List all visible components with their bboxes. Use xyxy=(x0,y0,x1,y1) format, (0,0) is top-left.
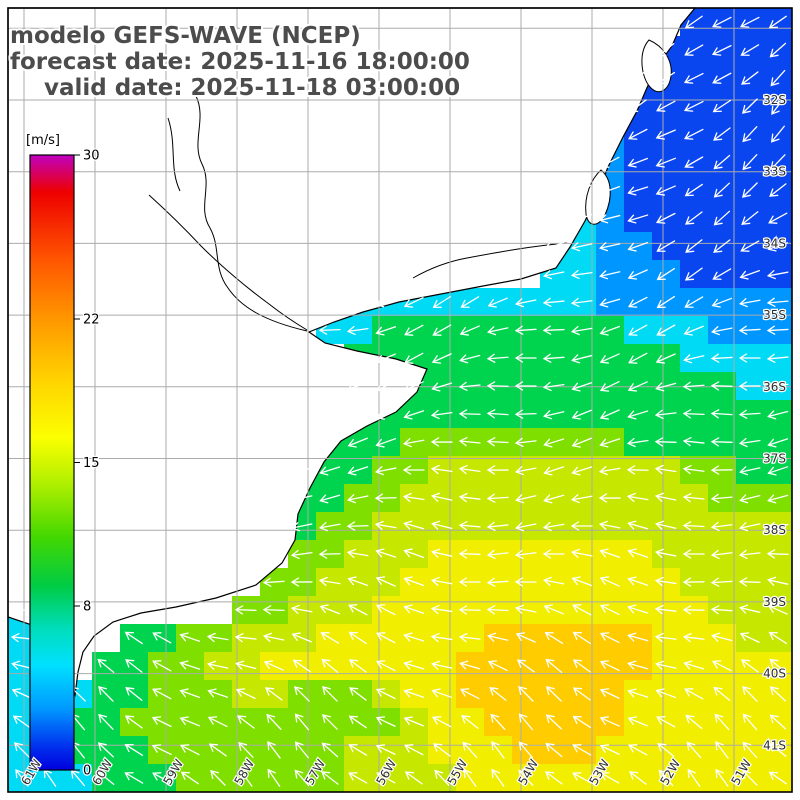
river-line xyxy=(412,242,568,279)
river-line xyxy=(167,117,181,192)
svg-text:39S: 39S xyxy=(763,595,786,609)
svg-text:34S: 34S xyxy=(763,236,786,250)
svg-text:41S: 41S xyxy=(763,738,786,752)
svg-text:37S: 37S xyxy=(763,452,786,466)
colorbar: [m/s] 30 22 15 8 0 xyxy=(25,132,101,780)
colorbar-gradient-bar xyxy=(29,154,75,771)
svg-text:30: 30 xyxy=(83,149,100,164)
svg-text:22: 22 xyxy=(83,313,100,328)
map-border xyxy=(7,7,793,793)
latitude-labels: 32S 33S 34S 35S 36S 37S 38S 39S 40S 41S xyxy=(762,92,787,754)
river-line xyxy=(148,194,308,331)
valid-date-line: valid date: 2025-11-18 03:00:00 xyxy=(44,75,460,101)
title-block: modelo GEFS-WAVE (NCEP) forecast date: 2… xyxy=(8,21,472,103)
svg-text:35S: 35S xyxy=(763,308,786,322)
svg-text:32S: 32S xyxy=(763,93,786,107)
svg-text:40S: 40S xyxy=(763,667,786,681)
forecast-date-line: forecast date: 2025-11-16 18:00:00 xyxy=(10,49,470,75)
colorbar-tick-labels: 30 22 15 8 0 xyxy=(74,147,101,780)
svg-text:38S: 38S xyxy=(763,523,786,537)
wind-direction-arrows xyxy=(10,15,789,787)
river-line xyxy=(195,95,308,332)
svg-text:33S: 33S xyxy=(763,165,786,179)
model-title: modelo GEFS-WAVE (NCEP) xyxy=(10,23,361,49)
svg-text:8: 8 xyxy=(83,600,91,615)
svg-text:15: 15 xyxy=(83,456,100,471)
svg-text:0: 0 xyxy=(83,764,91,779)
svg-text:36S: 36S xyxy=(763,380,786,394)
colorbar-unit-label: [m/s] xyxy=(26,133,60,148)
